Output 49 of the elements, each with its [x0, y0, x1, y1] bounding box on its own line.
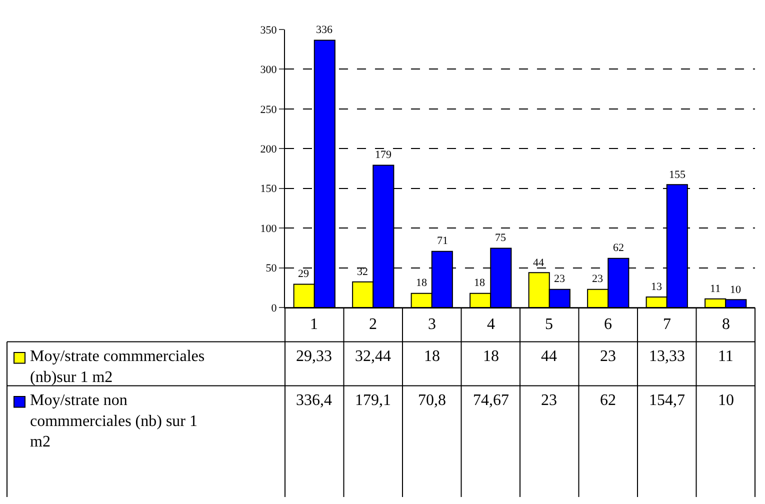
data-label: 23	[541, 392, 557, 409]
annotation: 18	[474, 277, 486, 289]
data-label: 23	[600, 348, 616, 365]
x-tick-label: 5	[545, 316, 553, 333]
annotation: 336	[316, 24, 333, 36]
annotation: 62	[613, 242, 624, 254]
data-label: 18	[483, 348, 499, 365]
data-label: 62	[600, 392, 616, 409]
y-tick-label: 300	[260, 64, 278, 76]
annotation: 71	[437, 235, 448, 247]
data-label: 11	[718, 348, 734, 365]
legend-label: Moy/strate commmerciales (nb)sur 1 m2	[30, 348, 205, 386]
y-tick-label: 150	[260, 183, 278, 196]
annotation: 155	[669, 169, 686, 181]
data-label: 32,44	[355, 348, 391, 365]
data-label: 10	[718, 392, 734, 409]
annotation: 18	[416, 277, 428, 289]
data-label: 44	[541, 348, 557, 365]
data-label: 179,1	[355, 392, 391, 409]
annotation: 75	[495, 232, 506, 244]
annotation: 11	[710, 283, 721, 295]
annotation: 29	[298, 268, 310, 280]
legend-label: Moy/strate non commmerciales (nb) sur 1 m2	[30, 392, 198, 451]
y-tick-label: 250	[260, 104, 278, 116]
y-tick-label: 350	[260, 24, 278, 36]
data-label: 29,33	[296, 348, 332, 365]
annotation: 23	[592, 273, 604, 285]
annotation: 10	[730, 284, 742, 296]
y-tick-label: 0	[271, 302, 278, 314]
y-tick-label: 50	[266, 262, 278, 275]
data-label: 154,7	[649, 392, 685, 409]
x-tick-label: 4	[487, 316, 495, 333]
y-tick-label: 100	[260, 222, 278, 235]
x-tick-label: 3	[428, 316, 436, 333]
data-label: 18	[424, 348, 440, 365]
data-label: 74,67	[473, 392, 509, 409]
x-tick-label: 8	[722, 316, 730, 333]
y-tick-label: 200	[260, 143, 278, 156]
annotation: 44	[533, 257, 544, 269]
x-tick-label: 7	[663, 316, 671, 333]
annotation: 179	[375, 149, 392, 161]
data-label: 13,33	[649, 348, 685, 365]
x-tick-label: 1	[310, 316, 318, 333]
x-tick-label: 2	[369, 316, 377, 333]
x-tick-label: 6	[604, 316, 612, 333]
data-label: 336,4	[296, 392, 332, 409]
annotation: 23	[554, 273, 566, 285]
data-label: 70,8	[418, 392, 446, 409]
annotation: 13	[651, 281, 662, 293]
